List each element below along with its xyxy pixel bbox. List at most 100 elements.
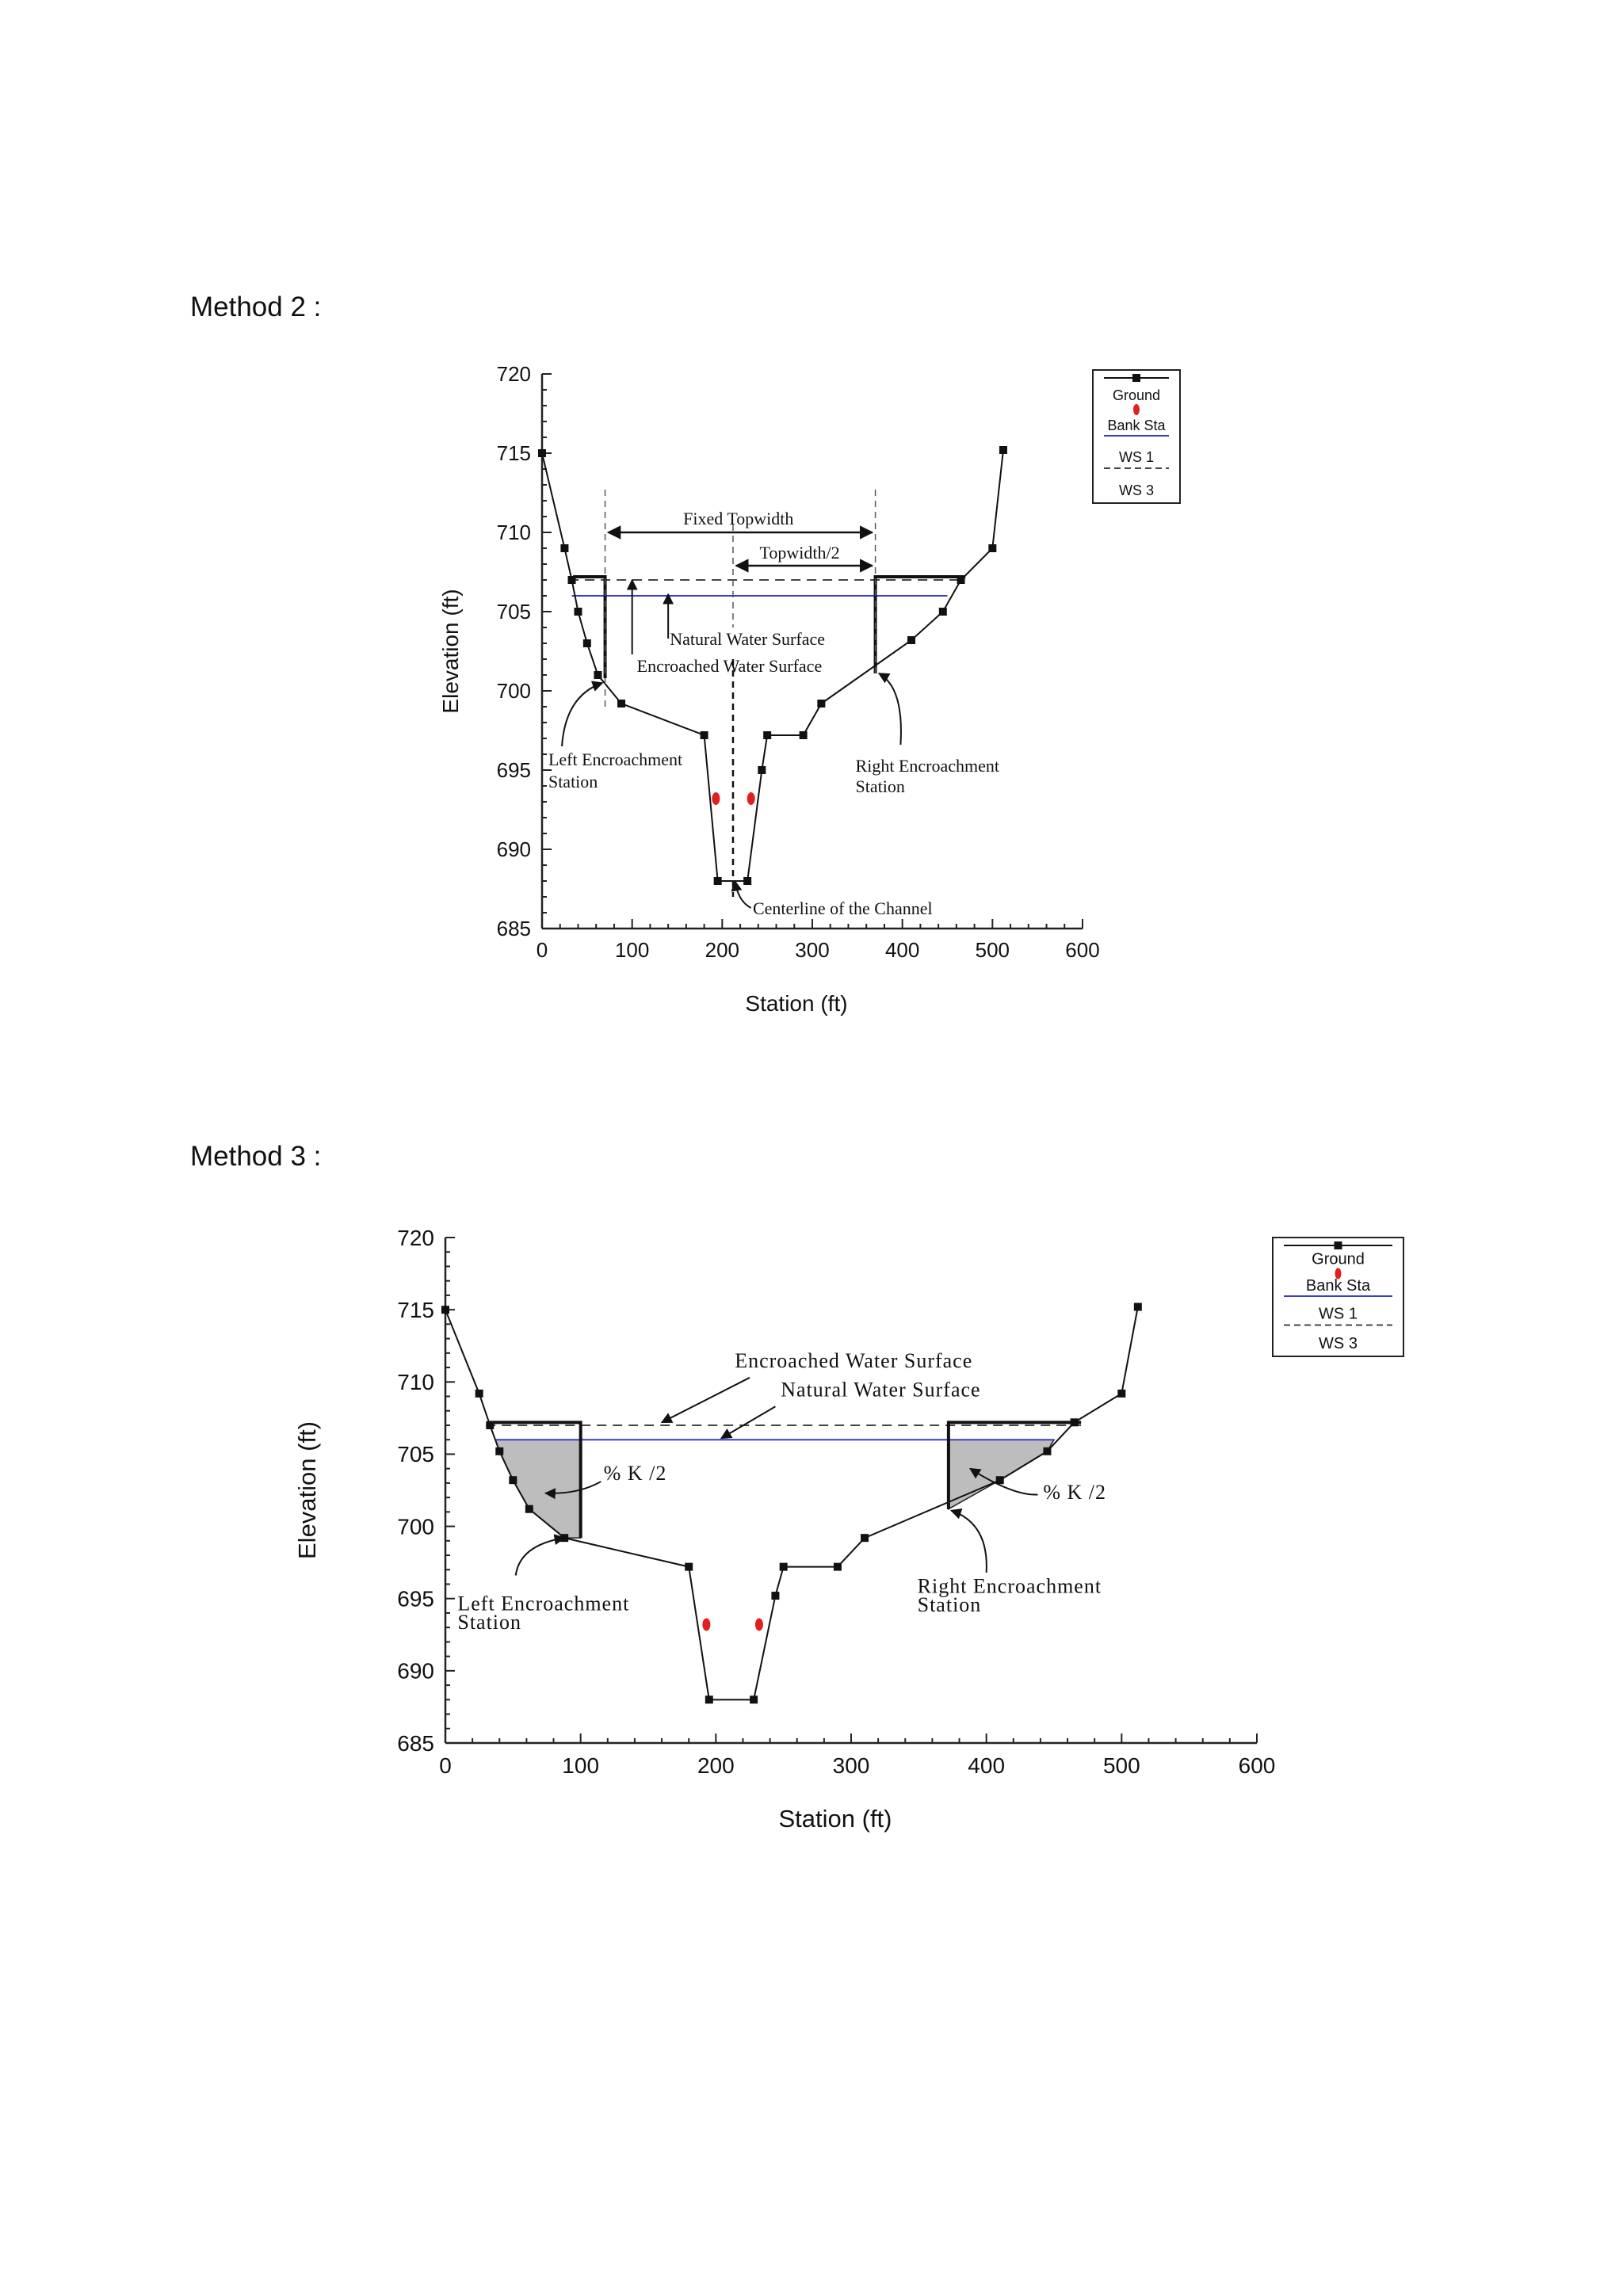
ground-point (509, 1476, 517, 1485)
natural-ws-label: Natural Water Surface (670, 629, 825, 649)
left-station-label-line1: Left Encroachment (457, 1592, 629, 1615)
ground-point (743, 877, 752, 885)
ground-point (700, 731, 708, 739)
method-3-chart: 0 100 200 300 400 500 600 685 690 695 700 705 710 715… (293, 1226, 1404, 1833)
shaded-right-conveyance (948, 1439, 1056, 1510)
y-tick-label: 710 (497, 521, 531, 544)
ground-point (617, 700, 626, 707)
bank-station-point (747, 792, 755, 805)
right-station-label-line2: Station (918, 1593, 982, 1616)
right-station-label-line1: Right Encroachment (856, 756, 999, 776)
method-2-label: Method 2 : (190, 292, 322, 322)
ground-point (705, 1695, 713, 1704)
ground-point (441, 1306, 449, 1314)
bank-station-point (754, 1618, 763, 1631)
ground-point (988, 544, 997, 552)
natural-ws-label: Natural Water Surface (781, 1379, 980, 1402)
ground-point (567, 576, 576, 584)
x-axis-label: Station (ft) (779, 1805, 892, 1833)
centerline-label: Centerline of the Channel (753, 898, 933, 918)
y-tick-label: 700 (497, 679, 531, 703)
ground-point (486, 1421, 495, 1429)
left-encroachment-wall (573, 575, 607, 678)
ground-point (999, 446, 1007, 454)
left-station-arrow (561, 681, 604, 747)
y-tick-label: 710 (397, 1370, 434, 1394)
ground-point (713, 877, 722, 885)
ground-point (763, 731, 772, 739)
x-tick-label: 200 (697, 1753, 735, 1778)
natural-ws-arrow (720, 1405, 776, 1440)
ground-point (1117, 1389, 1126, 1398)
topwidth-half-label: Topwidth/2 (760, 543, 840, 563)
x-tick-label: 500 (1103, 1753, 1140, 1778)
ground-point (995, 1476, 1004, 1485)
legend-bank-marker (1335, 1268, 1342, 1280)
ground-point (907, 636, 916, 644)
encroached-ws-label: Encroached Water Surface (735, 1349, 972, 1372)
ground-point (799, 731, 808, 739)
left-encroachment-wall (490, 1421, 582, 1539)
left-station-label-line1: Left Encroachment (548, 749, 682, 769)
x-axis-label: Station (ft) (745, 991, 847, 1016)
legend-ws3-label: WS 3 (1119, 482, 1154, 498)
pct-k-right-arrow (969, 1467, 1038, 1496)
ground-point (833, 1562, 842, 1571)
y-axis-label: Elevation (ft) (293, 1421, 321, 1559)
fixed-topwidth-label: Fixed Topwidth (683, 509, 793, 528)
y-tick-label: 685 (397, 1731, 434, 1756)
y-tick-label: 705 (497, 600, 531, 624)
left-station-label-line2: Station (548, 772, 598, 791)
ground-point (594, 671, 602, 679)
y-tick-label: 720 (497, 362, 531, 386)
bank-station-point (702, 1618, 711, 1631)
x-tick-label: 400 (968, 1753, 1005, 1778)
y-tick-label: 715 (497, 441, 531, 465)
y-tick-label: 690 (397, 1659, 434, 1684)
y-tick-label: 695 (397, 1587, 434, 1611)
ground-point (574, 608, 582, 616)
ground-point (525, 1505, 533, 1513)
legend-ground-marker (1334, 1241, 1342, 1249)
pct-k-left-label: % K /2 (604, 1462, 667, 1485)
method-2-chart: 0 100 200 300 400 500 600 685 690 695 700 705 710 715… (438, 362, 1181, 1016)
x-tick-label: 100 (615, 938, 649, 962)
method-3-label: Method 3 : (190, 1141, 322, 1172)
ground-point (1133, 1302, 1142, 1311)
encroached-ws-arrow (660, 1376, 750, 1424)
x-tick-label: 300 (795, 938, 829, 962)
x-tick-label: 0 (439, 1753, 452, 1778)
x-tick-label: 600 (1239, 1753, 1276, 1778)
ground-point (1043, 1447, 1052, 1455)
ground-point (750, 1695, 758, 1704)
y-tick-label: 715 (397, 1298, 434, 1322)
right-station-label-line1: Right Encroachment (918, 1574, 1102, 1597)
x-tick-label: 300 (833, 1753, 870, 1778)
ground-point (938, 608, 947, 616)
right-station-arrow (877, 673, 902, 746)
pct-k-left-arrow (544, 1481, 601, 1500)
x-tick-label: 500 (976, 938, 1010, 962)
bank-station-point (712, 792, 720, 805)
ground-point (475, 1389, 483, 1398)
ground-point (685, 1562, 693, 1571)
x-tick-label: 200 (705, 938, 739, 962)
pct-k-right-label: % K /2 (1043, 1481, 1106, 1504)
right-encroachment-wall (946, 1421, 1082, 1509)
y-tick-label: 685 (497, 917, 531, 940)
right-encroachment-wall (873, 575, 966, 673)
legend-bank-label: Bank Sta (1107, 418, 1166, 433)
y-tick-label: 705 (397, 1442, 434, 1466)
legend-ws3-label: WS 3 (1319, 1335, 1358, 1352)
ground-point (817, 700, 826, 707)
legend-ws1-label: WS 1 (1119, 449, 1154, 465)
right-station-arrow (949, 1508, 987, 1573)
ground-point (538, 449, 546, 457)
x-tick-label: 0 (537, 938, 548, 962)
left-station-label-line2: Station (457, 1611, 521, 1634)
legend-ws1-label: WS 1 (1319, 1306, 1358, 1323)
x-tick-label: 600 (1065, 938, 1099, 962)
legend-ground-label: Ground (1113, 387, 1160, 403)
right-station-label-line2: Station (856, 776, 905, 796)
ground-point (957, 576, 965, 584)
